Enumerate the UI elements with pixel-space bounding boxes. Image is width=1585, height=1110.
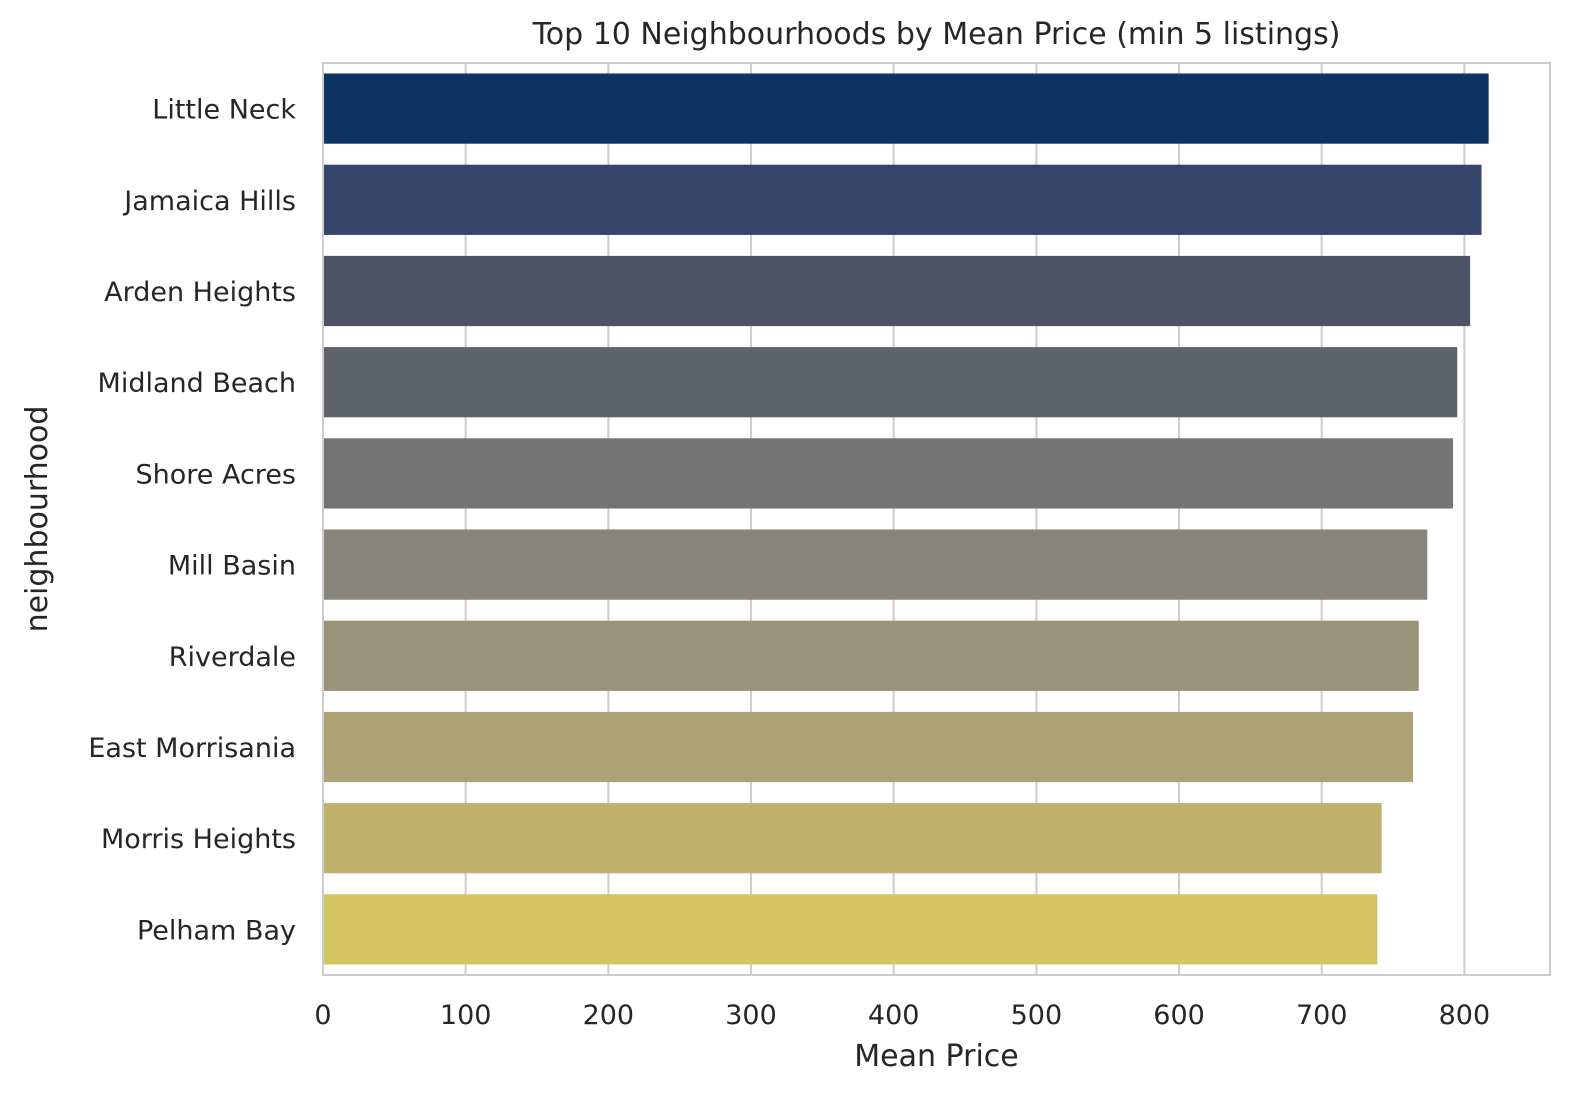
y-tick-label: Little Neck [152,95,296,126]
x-tick-label: 500 [1011,1000,1063,1031]
bar [324,803,1382,874]
y-tick-label: Midland Beach [98,368,296,399]
x-tick-label: 200 [583,1000,635,1031]
bar [324,255,1471,327]
x-tick-label: 0 [314,1000,331,1031]
x-tick-label: 100 [440,1000,492,1031]
y-tick-label: Mill Basin [168,551,296,582]
bar [324,529,1428,600]
y-tick-label: Jamaica Hills [122,186,296,217]
x-tick-label: 600 [1153,1000,1205,1031]
bar [324,438,1453,509]
bar [324,73,1489,144]
y-tick-label: East Morrisania [88,733,296,764]
x-tick-label: 400 [868,1000,920,1031]
chart-title: Top 10 Neighbourhoods by Mean Price (min… [532,17,1341,52]
x-tick-label: 700 [1296,1000,1348,1031]
y-tick-labels: Little Neck Jamaica Hills Arden Heights Mid… [88,95,296,947]
x-tick-labels: 0 100 200 300 400 500 600 700 800 [314,1000,1490,1031]
x-tick-label: 300 [725,1000,777,1031]
x-tick-label: 800 [1439,1000,1491,1031]
plot-frame [322,62,1551,976]
bar [324,620,1419,691]
bar [324,711,1414,783]
y-tick-label: Pelham Bay [137,915,296,946]
y-tick-label: Morris Heights [101,824,296,855]
bar [324,894,1378,965]
y-tick-label: Arden Heights [104,277,296,308]
bar [324,164,1482,235]
y-axis-title: neighbourhood [20,406,55,633]
x-axis-title: Mean Price [854,1039,1018,1074]
y-tick-label: Shore Acres [136,459,297,490]
y-tick-label: Riverdale [169,642,296,673]
bar [324,347,1458,418]
bars [324,73,1489,965]
